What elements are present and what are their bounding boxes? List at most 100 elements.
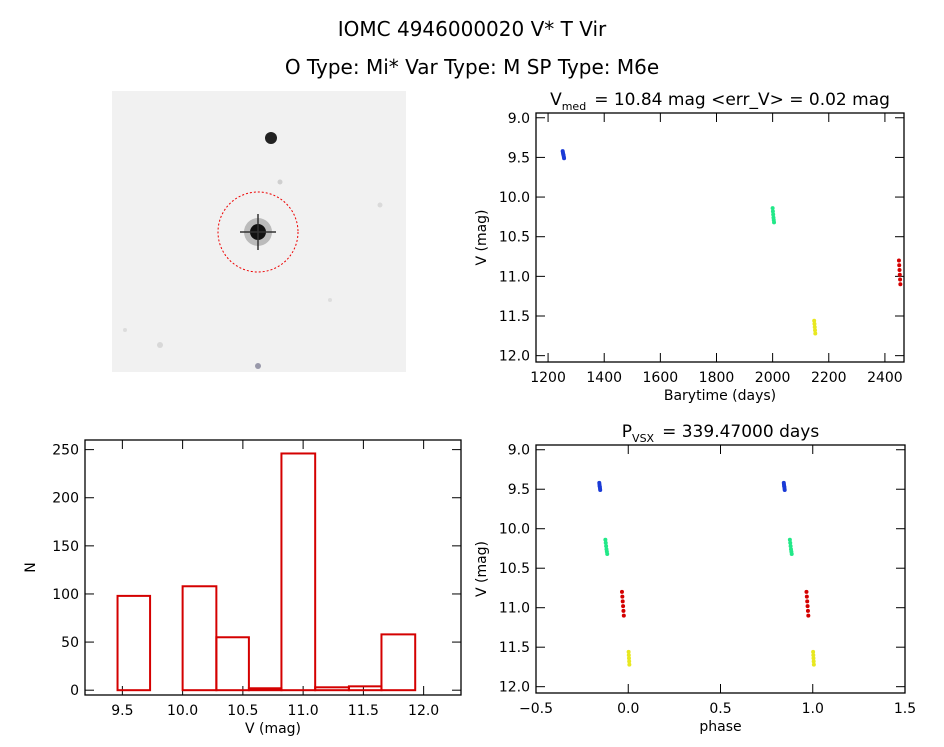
data-point bbox=[812, 321, 817, 326]
x-tick-label: 2200 bbox=[811, 370, 847, 386]
plot-title: Vmed = 10.84 mag <err_V> = 0.02 mag bbox=[550, 90, 890, 113]
data-point bbox=[812, 325, 817, 330]
faint-star bbox=[277, 179, 283, 185]
faint-star bbox=[377, 202, 383, 208]
plot-frame bbox=[84, 439, 462, 696]
star bbox=[265, 132, 277, 144]
data-point bbox=[562, 156, 567, 161]
y-tick-label: 10.5 bbox=[499, 230, 530, 246]
faint-star bbox=[157, 342, 163, 348]
y-tick-label: 150 bbox=[52, 539, 79, 555]
data-point bbox=[811, 653, 816, 658]
figure-subtitle: O Type: Mi* Var Type: M SP Type: M6e bbox=[285, 55, 659, 79]
data-point bbox=[811, 656, 816, 661]
y-tick-label: 9.0 bbox=[508, 111, 530, 127]
data-point bbox=[897, 268, 902, 273]
x-tick-label: 0.5 bbox=[709, 701, 731, 717]
data-point bbox=[770, 209, 775, 214]
y-tick-label: 9.5 bbox=[508, 150, 530, 166]
y-tick-label: 9.0 bbox=[508, 443, 530, 459]
histogram-bar bbox=[215, 636, 250, 692]
histogram-bar bbox=[181, 585, 218, 692]
data-point bbox=[811, 662, 816, 667]
data-point bbox=[621, 608, 626, 613]
x-tick-label: 10.5 bbox=[227, 703, 258, 719]
data-point bbox=[782, 488, 787, 493]
y-tick-label: 10.0 bbox=[499, 522, 530, 538]
y-axis-label: V (mag) bbox=[474, 541, 490, 597]
plot-frame bbox=[535, 112, 905, 363]
x-tick-label: 1400 bbox=[586, 370, 622, 386]
y-tick-label: 11.0 bbox=[499, 269, 530, 285]
data-point bbox=[811, 649, 816, 654]
data-point bbox=[626, 653, 631, 658]
data-point bbox=[804, 589, 809, 594]
data-point bbox=[788, 540, 793, 545]
data-point bbox=[771, 212, 776, 217]
y-tick-label: 10.5 bbox=[499, 561, 530, 577]
y-tick-label: 11.0 bbox=[499, 601, 530, 617]
y-axis-label: V (mag) bbox=[474, 209, 490, 265]
faint-star bbox=[123, 328, 127, 332]
data-point bbox=[603, 540, 608, 545]
data-point bbox=[626, 649, 631, 654]
x-tick-label: 9.5 bbox=[111, 703, 133, 719]
x-tick-label: 1.0 bbox=[802, 701, 824, 717]
data-point bbox=[813, 328, 818, 333]
x-axis-label: Barytime (days) bbox=[664, 388, 776, 404]
histogram-bar bbox=[380, 633, 417, 692]
x-tick-label: 12.0 bbox=[408, 703, 439, 719]
x-axis-label: V (mag) bbox=[245, 721, 301, 737]
y-tick-label: 200 bbox=[52, 491, 79, 507]
y-tick-label: 0 bbox=[70, 683, 79, 699]
data-point bbox=[603, 537, 608, 542]
y-tick-label: 9.5 bbox=[508, 482, 530, 498]
plot-frame bbox=[535, 444, 906, 694]
faint-star bbox=[328, 298, 332, 302]
data-point bbox=[604, 544, 609, 549]
data-point bbox=[787, 537, 792, 542]
y-tick-label: 50 bbox=[61, 635, 79, 651]
data-point bbox=[788, 544, 793, 549]
x-tick-label: 11.5 bbox=[348, 703, 379, 719]
y-tick-label: 100 bbox=[52, 587, 79, 603]
x-tick-label: 1600 bbox=[643, 370, 679, 386]
data-point bbox=[598, 488, 603, 493]
data-point bbox=[789, 551, 794, 556]
data-point bbox=[897, 272, 902, 277]
data-point bbox=[805, 599, 810, 604]
x-tick-label: −0.5 bbox=[519, 701, 553, 717]
data-point bbox=[811, 659, 816, 664]
histogram-bar bbox=[347, 685, 383, 692]
data-point bbox=[805, 604, 810, 609]
data-point bbox=[627, 662, 632, 667]
y-axis-label: N bbox=[23, 562, 39, 572]
histogram-bar bbox=[280, 452, 317, 692]
data-point bbox=[620, 599, 625, 604]
x-tick-label: 10.0 bbox=[167, 703, 198, 719]
data-point bbox=[605, 551, 610, 556]
data-point bbox=[626, 656, 631, 661]
data-point bbox=[621, 613, 626, 618]
aperture-circle bbox=[217, 191, 299, 273]
data-point bbox=[805, 608, 810, 613]
x-tick-label: 0.0 bbox=[617, 701, 639, 717]
title-subscript: VSX bbox=[632, 432, 655, 445]
data-point bbox=[627, 659, 632, 664]
title-main: V bbox=[550, 90, 562, 110]
x-tick-label: 1200 bbox=[530, 370, 566, 386]
x-tick-label: 2000 bbox=[755, 370, 791, 386]
histogram-bar bbox=[116, 594, 152, 692]
data-point bbox=[619, 589, 624, 594]
data-point bbox=[804, 594, 809, 599]
y-tick-label: 11.5 bbox=[499, 309, 530, 325]
x-tick-label: 11.0 bbox=[288, 703, 319, 719]
plot-title: PVSX = 339.47000 days bbox=[622, 422, 820, 445]
title-main: P bbox=[622, 422, 632, 442]
data-point bbox=[770, 206, 775, 211]
figure-title: IOMC 4946000020 V* T Vir bbox=[338, 17, 607, 41]
data-point bbox=[620, 594, 625, 599]
y-tick-label: 250 bbox=[52, 443, 79, 459]
histogram-bar bbox=[247, 687, 283, 692]
